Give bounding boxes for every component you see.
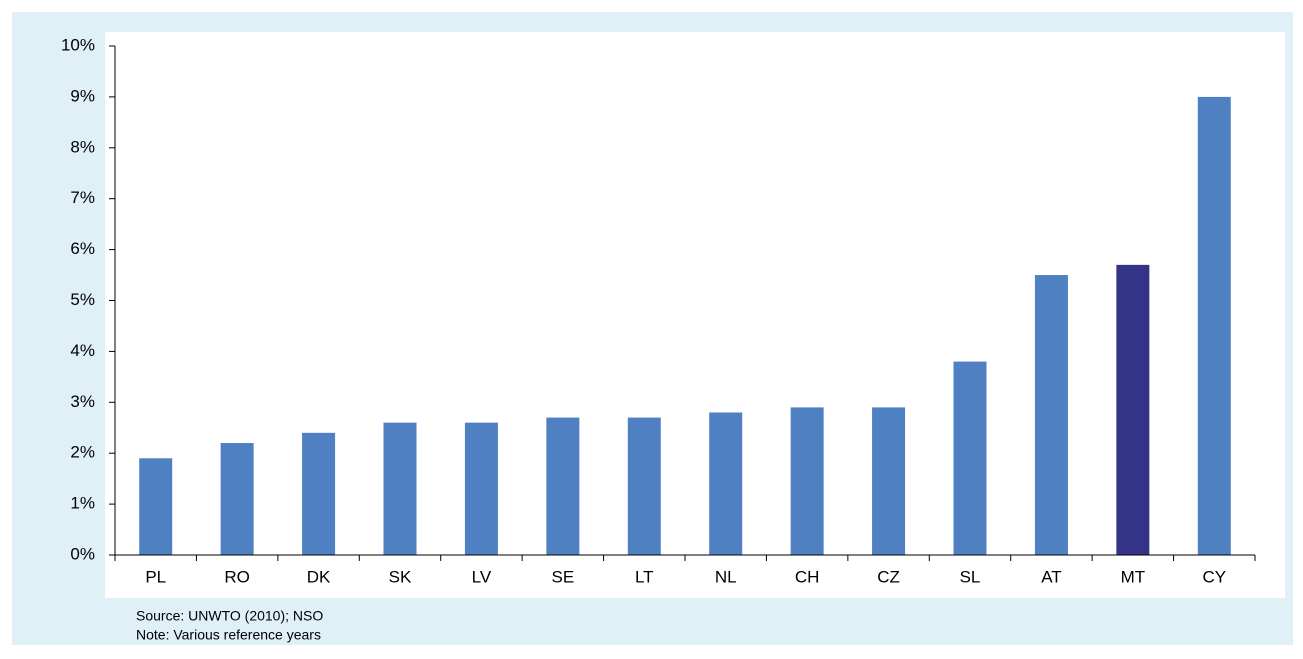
x-tick-label: MT	[1121, 567, 1146, 586]
y-tick-label: 10%	[61, 35, 95, 54]
bar	[627, 417, 661, 555]
y-tick-label: 6%	[70, 239, 95, 258]
y-tick-label: 5%	[70, 290, 95, 309]
bar	[790, 407, 824, 555]
bar	[302, 432, 336, 555]
bar	[220, 443, 254, 555]
y-tick-label: 0%	[70, 544, 95, 563]
x-tick-label: SL	[960, 567, 981, 586]
bar	[1034, 275, 1068, 555]
y-tick-label: 7%	[70, 188, 95, 207]
x-tick-label: CY	[1202, 567, 1226, 586]
bar	[953, 361, 987, 555]
x-tick-label: CZ	[877, 567, 900, 586]
x-tick-label: AT	[1041, 567, 1061, 586]
x-tick-label: NL	[715, 567, 737, 586]
x-tick-label: SK	[389, 567, 412, 586]
x-tick-label: DK	[307, 567, 331, 586]
bar	[139, 458, 173, 555]
y-tick-label: 2%	[70, 443, 95, 462]
y-tick-label: 1%	[70, 494, 95, 513]
source: Source: UNWTO (2010); NSO	[136, 608, 323, 624]
x-tick-label: LT	[635, 567, 654, 586]
bar	[546, 417, 580, 555]
x-tick-label: CH	[795, 567, 820, 586]
y-tick-label: 8%	[70, 137, 95, 156]
y-tick-label: 4%	[70, 341, 95, 360]
bar	[709, 412, 743, 555]
x-tick-label: SE	[552, 567, 575, 586]
x-tick-label: RO	[224, 567, 250, 586]
x-tick-label: PL	[145, 567, 166, 586]
y-tick-label: 3%	[70, 392, 95, 411]
note: Note: Various reference years	[136, 627, 321, 643]
y-tick-label: 9%	[70, 86, 95, 105]
bar	[872, 407, 906, 555]
bar	[1116, 264, 1150, 555]
bar	[383, 422, 417, 555]
bar	[1197, 96, 1231, 556]
plot-background	[105, 32, 1285, 598]
bar	[464, 422, 498, 555]
x-tick-label: LV	[472, 567, 492, 586]
